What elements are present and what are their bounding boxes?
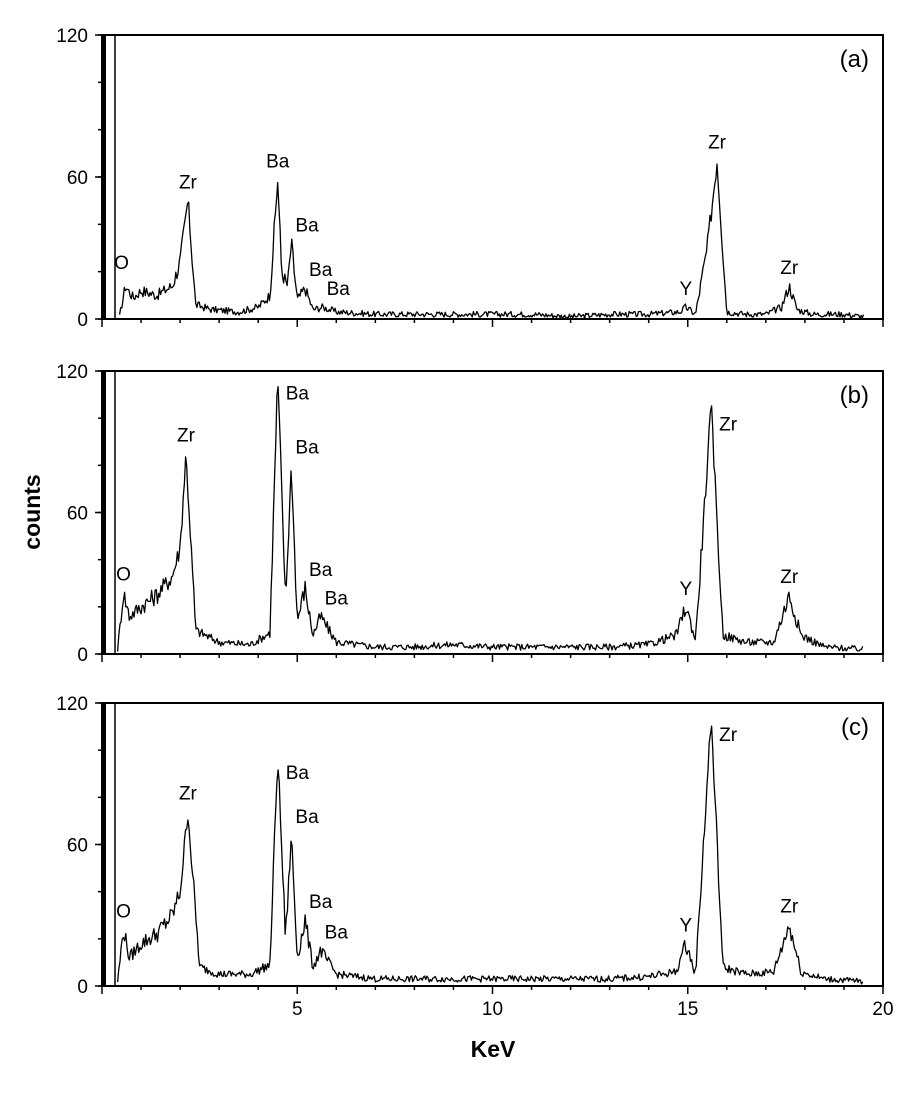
- plot-frame: [101, 702, 884, 987]
- y-tick-label: 0: [77, 977, 88, 998]
- plot-frame: [101, 34, 884, 320]
- peak-label: Zr: [780, 258, 799, 279]
- x-axis-title: KeV: [471, 1036, 516, 1062]
- y-tick-label: 0: [77, 645, 88, 666]
- y-tick-label: 60: [67, 504, 88, 525]
- peak-label: Zr: [719, 725, 738, 746]
- peak-label: Ba: [295, 215, 319, 236]
- peak-label: Ba: [309, 560, 333, 581]
- y-tick-label: 0: [77, 310, 88, 331]
- peak-label: Ba: [266, 151, 290, 172]
- spectrum-line: [118, 163, 865, 320]
- peak-label: Zr: [719, 414, 738, 435]
- peak-label: Ba: [309, 892, 333, 913]
- peak-label: Zr: [780, 897, 799, 918]
- peak-label: Ba: [295, 437, 319, 458]
- x-tick-label: 20: [872, 999, 893, 1020]
- peak-label: Ba: [327, 279, 351, 300]
- peak-label: O: [116, 565, 131, 586]
- peak-label: Zr: [179, 173, 198, 194]
- peak-label: Y: [679, 916, 692, 937]
- peak-label: Ba: [325, 923, 349, 944]
- y-tick-label: 60: [67, 168, 88, 189]
- y-tick-label: 120: [56, 26, 88, 47]
- x-tick-label: 15: [677, 999, 698, 1020]
- spectrum-line: [116, 385, 864, 652]
- y-axis-title: counts: [19, 474, 45, 549]
- peak-label: O: [116, 901, 131, 922]
- peak-label: Zr: [780, 567, 799, 588]
- panel-tag: (a): [840, 46, 869, 73]
- peak-label: Zr: [708, 132, 727, 153]
- spectrum-line: [116, 725, 864, 985]
- peak-label: O: [114, 253, 129, 274]
- peak-label: Y: [679, 279, 692, 300]
- peak-label: Zr: [177, 426, 196, 447]
- zero-peak-band: [102, 371, 106, 654]
- peak-label: Ba: [286, 384, 310, 405]
- y-tick-label: 120: [56, 362, 88, 383]
- y-tick-label: 60: [67, 836, 88, 857]
- peak-label: Zr: [179, 783, 198, 804]
- zero-peak-band: [102, 35, 106, 319]
- spectrum-panel: 0 60 120 O Zr Ba Ba Ba Ba Y Zr Zr (b): [56, 362, 884, 666]
- peak-label: Y: [679, 579, 692, 600]
- peak-label: Ba: [295, 807, 319, 828]
- panel-tag: (b): [840, 382, 869, 409]
- y-tick-label: 120: [56, 694, 88, 715]
- peak-label: Ba: [309, 260, 333, 281]
- x-tick-label: 5: [292, 999, 303, 1020]
- plot-frame: [101, 370, 884, 655]
- panel-tag: (c): [841, 714, 869, 741]
- x-tick-label: 10: [482, 999, 503, 1020]
- zero-peak-band: [102, 703, 106, 986]
- spectrum-panel: 0 60 120 O Zr Ba Ba Ba Ba Y Zr Zr (c): [56, 694, 884, 998]
- peak-label: Ba: [286, 763, 310, 784]
- peak-label: Ba: [325, 588, 349, 609]
- x-axis: 5 10 15 20: [292, 999, 894, 1020]
